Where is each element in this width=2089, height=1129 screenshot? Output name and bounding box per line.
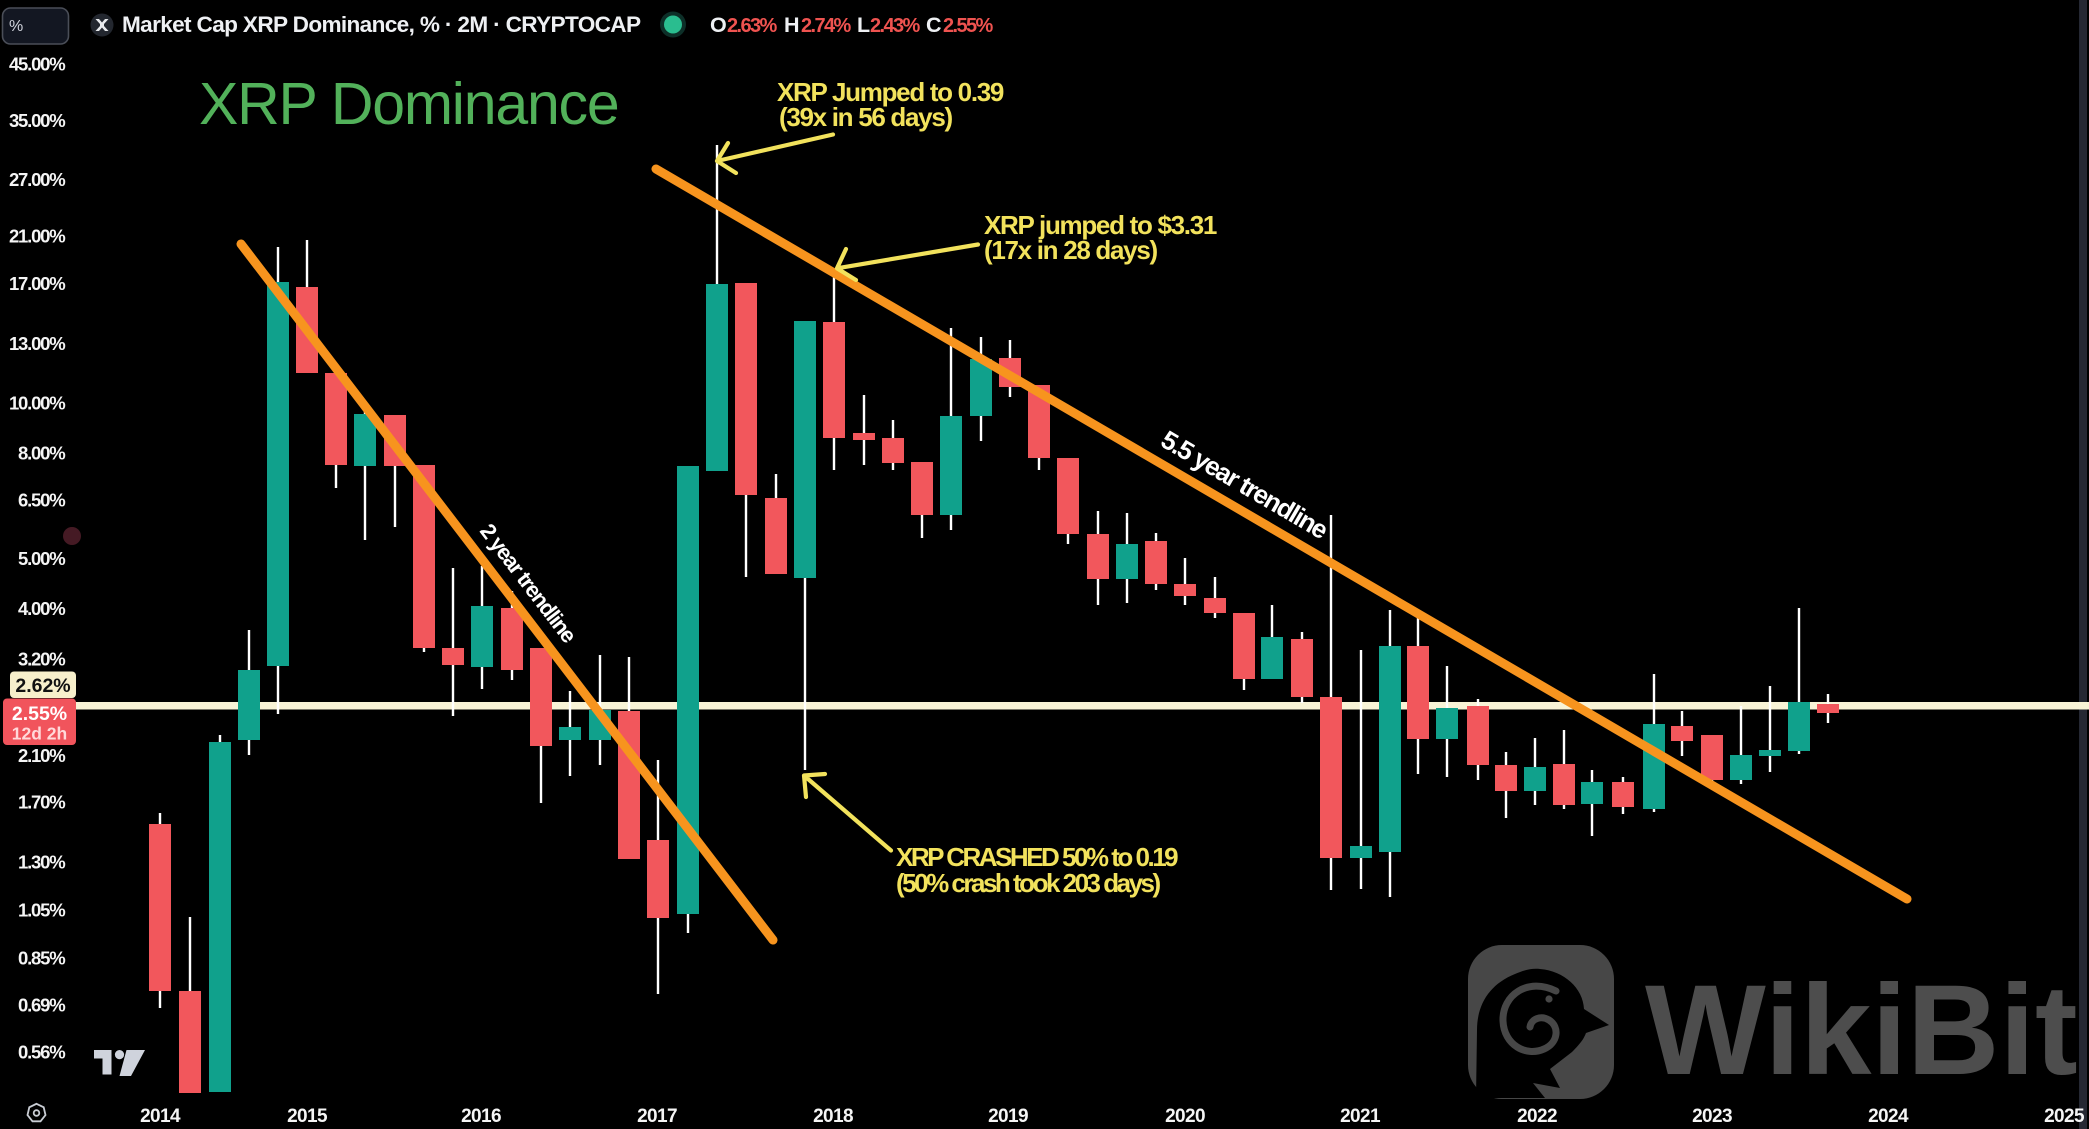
svg-text:27.00%: 27.00% bbox=[9, 169, 65, 190]
svg-text:2017: 2017 bbox=[637, 1106, 677, 1127]
svg-text:XRP Jumped to 0.39: XRP Jumped to 0.39 bbox=[777, 77, 1004, 107]
svg-text:2020: 2020 bbox=[1165, 1106, 1205, 1127]
svg-text:(50% crash took 203 days): (50% crash took 203 days) bbox=[896, 868, 1160, 898]
svg-text:2.74%: 2.74% bbox=[801, 15, 852, 37]
svg-text:1.05%: 1.05% bbox=[18, 900, 65, 921]
svg-text:2.10%: 2.10% bbox=[18, 745, 65, 766]
svg-text:2015: 2015 bbox=[287, 1106, 328, 1127]
svg-text:2021: 2021 bbox=[1340, 1106, 1381, 1127]
svg-text:L: L bbox=[857, 13, 870, 37]
svg-text:H: H bbox=[784, 13, 799, 37]
svg-text:XRP CRASHED 50% to 0.19: XRP CRASHED 50% to 0.19 bbox=[896, 842, 1178, 872]
svg-text:0.69%: 0.69% bbox=[18, 995, 65, 1016]
svg-text:Market Cap XRP Dominance, % ·: Market Cap XRP Dominance, % · 2M · CRYPT… bbox=[122, 12, 641, 37]
svg-text:35.00%: 35.00% bbox=[9, 110, 65, 131]
svg-text:17.00%: 17.00% bbox=[9, 273, 65, 294]
svg-text:XRP Dominance: XRP Dominance bbox=[199, 71, 618, 137]
svg-text:2018: 2018 bbox=[813, 1106, 853, 1127]
svg-text:4.00%: 4.00% bbox=[18, 598, 65, 619]
svg-text:0.85%: 0.85% bbox=[18, 948, 65, 969]
svg-text:2.55%: 2.55% bbox=[943, 15, 994, 37]
svg-text:2023: 2023 bbox=[1692, 1106, 1732, 1127]
svg-text:5.00%: 5.00% bbox=[18, 548, 65, 569]
svg-text:WikiBit: WikiBit bbox=[1645, 959, 2078, 1102]
svg-text:2.62%: 2.62% bbox=[15, 675, 70, 697]
svg-text:12d 2h: 12d 2h bbox=[12, 724, 67, 744]
svg-text:2025: 2025 bbox=[2044, 1106, 2085, 1127]
svg-text:1.70%: 1.70% bbox=[18, 792, 65, 813]
svg-text:13.00%: 13.00% bbox=[9, 333, 65, 354]
svg-text:(39x in 56 days): (39x in 56 days) bbox=[779, 102, 952, 132]
svg-text:2019: 2019 bbox=[988, 1106, 1028, 1127]
svg-text:45.00%: 45.00% bbox=[9, 54, 65, 75]
svg-text:2.55%: 2.55% bbox=[12, 703, 67, 725]
svg-text:2024: 2024 bbox=[1868, 1106, 1909, 1127]
svg-text:C: C bbox=[926, 13, 941, 37]
svg-text:0.56%: 0.56% bbox=[18, 1042, 65, 1063]
svg-text:XRP jumped to $3.31: XRP jumped to $3.31 bbox=[984, 210, 1217, 240]
svg-text:2014: 2014 bbox=[140, 1106, 181, 1127]
svg-text:2.43%: 2.43% bbox=[870, 15, 921, 37]
svg-text:2022: 2022 bbox=[1517, 1106, 1557, 1127]
svg-text:21.00%: 21.00% bbox=[9, 226, 65, 247]
svg-text:10.00%: 10.00% bbox=[9, 393, 65, 414]
svg-text:(17x in 28 days): (17x in 28 days) bbox=[984, 235, 1157, 265]
svg-text:3.20%: 3.20% bbox=[18, 649, 65, 670]
svg-text:2016: 2016 bbox=[461, 1106, 501, 1127]
svg-text:2.63%: 2.63% bbox=[727, 15, 778, 37]
svg-text:1.30%: 1.30% bbox=[18, 852, 65, 873]
svg-text:6.50%: 6.50% bbox=[18, 490, 65, 511]
svg-text:8.00%: 8.00% bbox=[18, 443, 65, 464]
svg-text:O: O bbox=[710, 13, 726, 37]
svg-text:%: % bbox=[9, 18, 23, 35]
